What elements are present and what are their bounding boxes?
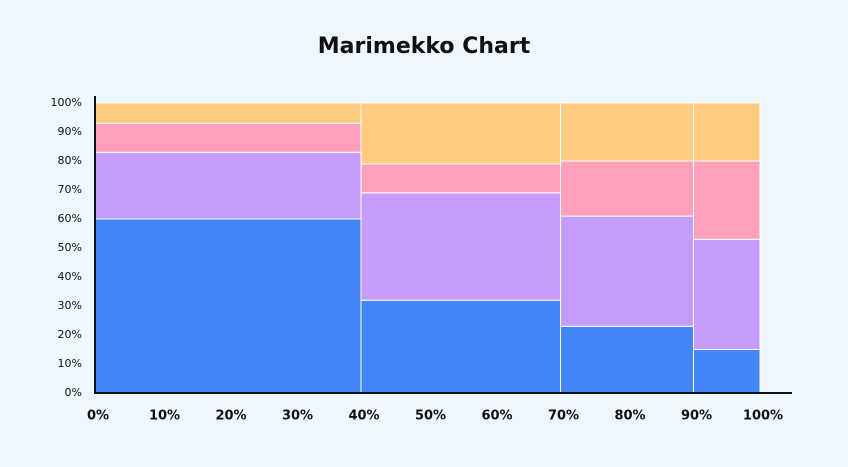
segment xyxy=(360,192,561,301)
x-tick-label: 20% xyxy=(215,409,246,424)
segment xyxy=(360,102,561,165)
segment xyxy=(560,325,694,394)
segment xyxy=(560,102,694,162)
x-tick-label: 70% xyxy=(548,409,579,424)
segment xyxy=(94,151,362,220)
y-tick-label: 20% xyxy=(58,328,82,341)
y-tick-label: 90% xyxy=(58,125,82,138)
y-tick-label: 0% xyxy=(65,386,82,399)
x-tick-label: 100% xyxy=(743,409,783,424)
x-tick-label: 30% xyxy=(282,409,313,424)
y-tick-label: 50% xyxy=(58,241,82,254)
segment xyxy=(693,238,761,350)
segment xyxy=(360,163,561,194)
y-tick-label: 60% xyxy=(58,212,82,225)
segment xyxy=(693,160,761,240)
y-tick-label: 100% xyxy=(51,96,82,109)
segment xyxy=(693,349,761,394)
y-tick-label: 70% xyxy=(58,183,82,196)
segment xyxy=(693,102,761,162)
segment xyxy=(94,102,362,124)
x-tick-label: 40% xyxy=(348,409,379,424)
x-tick-label: 0% xyxy=(87,409,109,424)
y-tick-label: 10% xyxy=(58,357,82,370)
x-tick-label: 90% xyxy=(681,409,712,424)
x-tick-label: 80% xyxy=(614,409,645,424)
y-tick-label: 30% xyxy=(58,299,82,312)
x-tick-label: 60% xyxy=(481,409,512,424)
y-tick-label: 80% xyxy=(58,154,82,167)
segment xyxy=(360,299,561,394)
segment xyxy=(94,122,362,153)
segment xyxy=(560,160,694,217)
y-tick-label: 40% xyxy=(58,270,82,283)
x-tick-label: 10% xyxy=(149,409,180,424)
x-tick-label: 50% xyxy=(415,409,446,424)
segment xyxy=(560,215,694,327)
plot xyxy=(94,102,761,394)
chart-title: Marimekko Chart xyxy=(318,34,531,59)
segment xyxy=(94,218,362,394)
